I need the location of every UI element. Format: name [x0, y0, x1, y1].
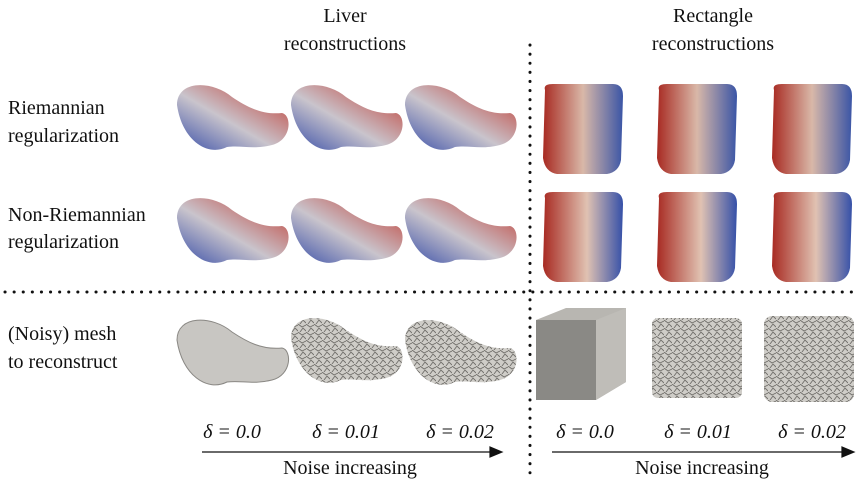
noise-label: δ = 0.02: [778, 421, 846, 443]
noise-label: δ = 0.01: [664, 421, 732, 443]
column-header: reconstructions: [652, 33, 774, 55]
axis-label: Noise increasing: [635, 457, 769, 479]
column-header: reconstructions: [284, 33, 406, 55]
column-header: Rectangle: [673, 5, 753, 27]
row-label: to reconstruct: [8, 351, 118, 373]
column-header: Liver: [323, 5, 367, 27]
row-label: Riemannian: [8, 97, 105, 119]
row-label: regularization: [8, 125, 119, 147]
noise-label: δ = 0.02: [426, 421, 494, 443]
row-label: Non-Riemannian: [8, 204, 146, 226]
noise-label: δ = 0.0: [203, 421, 261, 443]
liver-renders: [177, 85, 517, 385]
axis-label: Noise increasing: [283, 457, 417, 479]
noise-label: δ = 0.0: [556, 421, 614, 443]
row-label: regularization: [8, 231, 119, 253]
figure: Liver reconstructions Rectangle reconstr…: [0, 0, 859, 481]
rectangle-renders: [536, 84, 854, 402]
arrows: [202, 447, 854, 457]
noise-label: δ = 0.01: [312, 421, 380, 443]
row-label: (Noisy) mesh: [8, 323, 116, 345]
